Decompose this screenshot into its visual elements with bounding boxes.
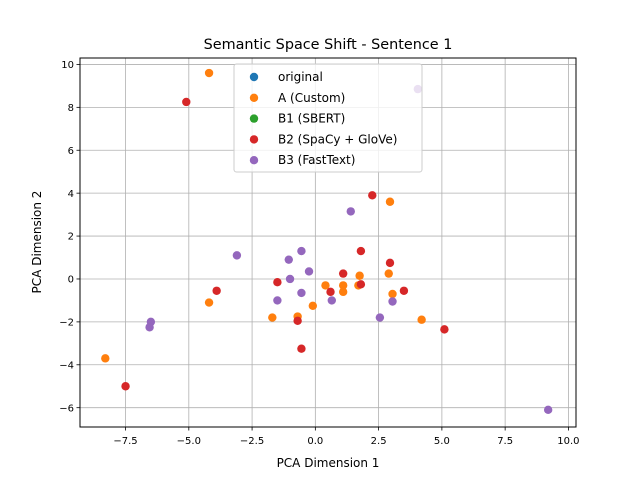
point-b2-spacy-glove <box>297 344 306 353</box>
y-tick-label: 8 <box>68 103 74 114</box>
point-a-custom <box>204 68 214 78</box>
y-tick-label: 6 <box>68 146 74 157</box>
y-tick-label: −6 <box>59 403 74 414</box>
point-a-custom <box>355 271 364 280</box>
chart-title: Semantic Space Shift - Sentence 1 <box>204 37 453 53</box>
legend-label-a-custom: A (Custom) <box>278 91 345 105</box>
point-b3-fasttext <box>297 288 306 298</box>
y-tick-label: 10 <box>61 60 74 71</box>
point-b2-spacy-glove <box>293 316 302 326</box>
point-b3-fasttext <box>375 313 385 322</box>
x-tick-label: 2.5 <box>371 436 387 447</box>
point-b2-spacy-glove <box>440 325 449 334</box>
point-b3-fasttext <box>273 296 282 305</box>
point-b2-spacy-glove <box>385 258 395 268</box>
point-b2-spacy-glove <box>121 382 130 391</box>
point-b2-spacy-glove <box>212 286 221 295</box>
x-tick-label: 0.0 <box>307 436 323 447</box>
point-b2-spacy-glove <box>368 191 377 200</box>
point-b2-spacy-glove <box>338 269 348 278</box>
point-b3-fasttext <box>145 323 154 332</box>
y-axis-ticks: −6 −4 −2 0 2 4 6 8 10 <box>59 60 80 414</box>
legend-marker-original <box>249 72 259 82</box>
x-axis-ticks: −7.5 −5.0 −2.5 0.0 2.5 5.0 7.5 10.0 <box>113 427 580 447</box>
x-tick-label: 7.5 <box>497 436 513 447</box>
point-a-custom <box>268 313 277 322</box>
point-a-custom <box>384 269 393 278</box>
plot-frame <box>79 57 577 428</box>
y-tick-label: −4 <box>59 360 74 371</box>
point-b3-fasttext <box>327 296 336 305</box>
y-axis-label: PCA Dimension 2 <box>30 191 44 294</box>
point-b3-fasttext <box>285 274 295 284</box>
y-tick-label: 0 <box>68 275 74 286</box>
data-points <box>101 68 553 415</box>
point-a-custom <box>338 287 348 297</box>
legend-marker-b2-spacy-glove <box>249 135 259 144</box>
point-b2-spacy-glove <box>399 286 409 295</box>
legend-marker-b1-sbert <box>249 114 259 123</box>
x-tick-label: 5.0 <box>434 436 450 447</box>
legend-marker-b3-fasttext <box>249 156 259 165</box>
point-b2-spacy-glove <box>273 277 282 287</box>
point-b3-fasttext <box>388 297 397 306</box>
x-axis-label: PCA Dimension 1 <box>277 456 380 470</box>
point-a-custom <box>321 281 330 290</box>
point-a-custom <box>101 354 110 363</box>
point-a-custom <box>385 197 395 206</box>
x-tick-label: −5.0 <box>177 436 201 447</box>
legend-label-original: original <box>278 70 323 84</box>
legend-marker-a-custom <box>249 93 259 103</box>
point-b2-spacy-glove <box>326 287 335 297</box>
x-tick-label: −2.5 <box>240 436 264 447</box>
point-a-custom <box>338 281 348 290</box>
legend-box <box>233 63 423 173</box>
legend-label-b2-spacy-glove: B2 (SpaCy + GloVe) <box>278 132 397 146</box>
point-b3-fasttext <box>297 246 306 256</box>
x-tick-label: 10.0 <box>557 436 579 447</box>
point-b2-spacy-glove <box>356 280 366 289</box>
legend-label-b3-fasttext: B3 (FastText) <box>278 153 355 167</box>
legend-label-b1-sbert: B1 (SBERT) <box>278 112 345 126</box>
x-tick-label: −7.5 <box>113 436 137 447</box>
point-a-custom <box>204 298 214 307</box>
point-a-custom <box>417 315 426 324</box>
y-tick-label: −2 <box>59 317 74 328</box>
point-b2-spacy-glove <box>356 246 366 256</box>
point-b3-fasttext <box>284 255 293 264</box>
point-a-custom <box>388 289 397 299</box>
y-tick-label: 4 <box>68 189 74 200</box>
point-a-custom <box>308 301 318 310</box>
point-b3-fasttext <box>543 405 553 415</box>
point-b2-spacy-glove <box>182 97 191 107</box>
legend: original A (Custom) B1 (SBERT) B2 (SpaCy + … <box>233 63 423 173</box>
point-b3-fasttext <box>346 207 355 216</box>
point-b3-fasttext <box>304 267 314 276</box>
point-b3-fasttext <box>232 251 242 260</box>
y-tick-label: 2 <box>68 232 74 243</box>
